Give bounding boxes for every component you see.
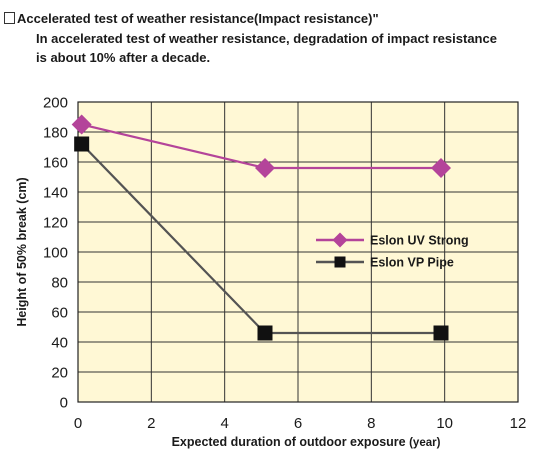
y-tick-label: 20 [51,365,68,382]
y-tick-label: 60 [51,305,68,322]
data-point-eslon-vp-pipe [74,136,90,152]
legend-marker-eslon-uv-strong [332,232,348,248]
data-point-eslon-vp-pipe [433,325,449,341]
data-point-eslon-vp-pipe [257,325,273,341]
chart-title-text: Accelerated test of weather resistance(I… [17,11,379,26]
y-axis-title: Height of 50% break (cm) [15,177,29,326]
data-point-eslon-uv-strong [71,114,92,135]
x-tick-label: 8 [367,415,375,432]
x-axis-title: Expected duration of outdoor exposure (y… [172,435,441,449]
y-tick-label: 180 [43,125,68,142]
checkbox-icon [4,12,15,24]
y-tick-label: 140 [43,185,68,202]
y-tick-label: 120 [43,215,68,232]
plot-frame [77,101,519,403]
chart-header: Accelerated test of weather resistance(I… [4,9,536,67]
x-tick-label: 4 [220,415,228,432]
x-tick-label: 2 [147,415,155,432]
x-tick-label: 12 [510,415,527,432]
data-point-eslon-uv-strong [255,158,275,178]
x-axis-unit: (year) [409,437,440,449]
y-tick-label: 80 [51,275,68,292]
y-tick-label: 0 [60,395,68,412]
y-tick-label: 200 [43,95,68,112]
y-tick-label: 40 [51,335,68,352]
y-tick-label: 160 [43,155,68,172]
legend-label-eslon-uv-strong: Eslon UV Strong [370,234,469,248]
legend-marker-eslon-vp-pipe [334,256,346,268]
data-point-eslon-uv-strong [431,158,451,178]
chart-title: Accelerated test of weather resistance(I… [4,9,536,28]
y-tick-label: 100 [43,245,68,262]
x-tick-label: 0 [74,415,82,432]
x-tick-label: 6 [294,415,302,432]
x-tick-label: 10 [436,415,453,432]
chart-description: In accelerated test of weather resistanc… [36,31,497,65]
legend-label-eslon-vp-pipe: Eslon VP Pipe [370,256,454,270]
